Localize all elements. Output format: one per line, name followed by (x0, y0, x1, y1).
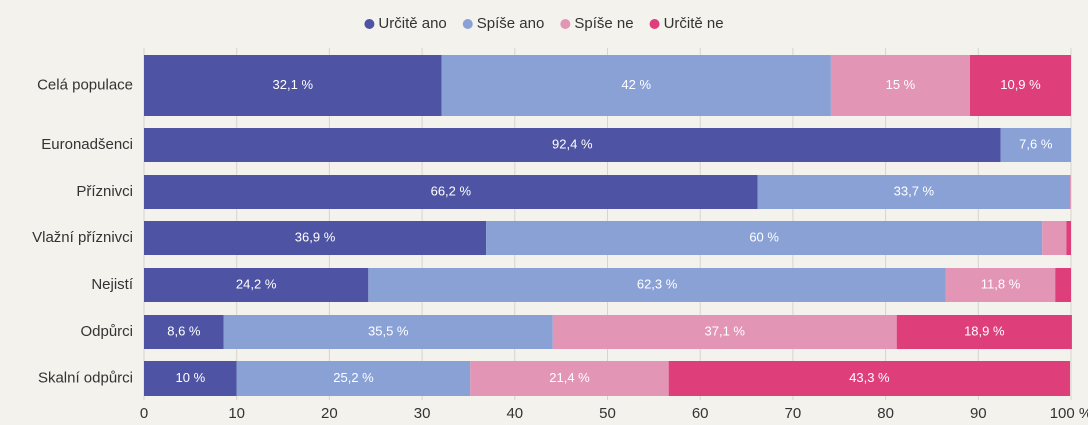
bar-segment (945, 268, 1056, 302)
legend-marker (364, 19, 375, 29)
x-tick-label: 10 (228, 405, 245, 422)
data-label: 7,6 % (1019, 136, 1053, 151)
x-tick-label: 90 (970, 405, 987, 422)
x-tick-label: 100 % (1050, 405, 1088, 422)
data-label: 62,3 % (637, 276, 678, 291)
data-label: 32,1 % (273, 77, 314, 92)
bar-segment (1000, 128, 1071, 162)
data-label: 10 % (176, 370, 206, 385)
legend-marker (462, 19, 473, 29)
bar-segment (368, 268, 946, 302)
bar-segment (668, 361, 1071, 396)
row-label: Nejistí (91, 276, 134, 293)
bar-segment (1042, 221, 1067, 255)
data-label: 25,2 % (333, 370, 374, 385)
legend-label: Určitě ne (664, 15, 724, 32)
bar-segment (144, 128, 1001, 162)
data-label: 18,9 % (964, 323, 1005, 338)
bar-segment (486, 221, 1043, 255)
legend-label: Spíše ne (574, 15, 633, 32)
data-label: 24,2 % (236, 276, 277, 291)
data-label: 10,9 % (1000, 77, 1041, 92)
data-label: 21,4 % (549, 370, 590, 385)
bar-segment (441, 55, 831, 116)
data-label: 36,9 % (295, 229, 336, 244)
data-label: 33,7 % (894, 183, 935, 198)
legend-marker (560, 19, 571, 29)
bar-segment (144, 55, 442, 116)
legend-label: Spíše ano (477, 15, 545, 32)
bar-segment (470, 361, 669, 396)
bar-segment (144, 268, 369, 302)
row-label: Euronadšenci (41, 136, 133, 153)
data-label: 11,8 % (981, 276, 1021, 291)
x-tick-label: 40 (506, 405, 523, 422)
bar-segment (1070, 175, 1071, 209)
data-label: 42 % (621, 77, 651, 92)
bar-segment (144, 361, 237, 396)
x-tick-label: 50 (599, 405, 616, 422)
bar-segment (1055, 268, 1071, 302)
data-label: 66,2 % (431, 183, 472, 198)
bar-segment (144, 175, 758, 209)
bar-segment (896, 315, 1072, 349)
row-label: Odpůrci (80, 323, 133, 340)
bar-segment (144, 221, 487, 255)
data-label: 8,6 % (167, 323, 201, 338)
x-tick-label: 70 (785, 405, 802, 422)
legend-marker (649, 19, 660, 29)
bar-segment (757, 175, 1071, 209)
legend: Určitě ano Spíše ano Spíše ne Určitě ne (364, 15, 724, 32)
bar-segment (1066, 221, 1071, 255)
row-label: Vlažní příznivci (32, 229, 133, 246)
bar-segment (236, 361, 471, 396)
data-label: 92,4 % (552, 136, 593, 151)
bar-segment (830, 55, 970, 116)
bar-segment (969, 55, 1071, 116)
bar-segment (552, 315, 897, 349)
row-label: Skalní odpůrci (38, 369, 133, 386)
x-tick-label: 30 (414, 405, 431, 422)
x-tick-label: 20 (321, 405, 338, 422)
x-tick-label: 0 (140, 405, 148, 422)
x-tick-label: 80 (877, 405, 894, 422)
legend-label: Určitě ano (378, 15, 446, 32)
row-label: Celá populace (37, 76, 133, 93)
row-label: Příznivci (76, 183, 133, 200)
data-label: 43,3 % (849, 370, 890, 385)
x-tick-label: 60 (692, 405, 709, 422)
data-label: 35,5 % (368, 323, 409, 338)
data-label: 15 % (886, 77, 916, 92)
data-label: 60 % (749, 229, 779, 244)
data-label: 37,1 % (705, 323, 746, 338)
bar-segment (223, 315, 553, 349)
bar-segment (144, 315, 224, 349)
